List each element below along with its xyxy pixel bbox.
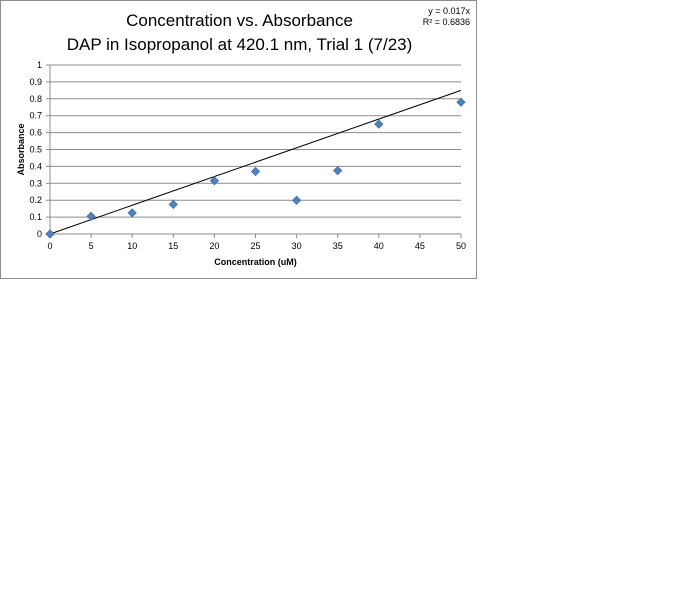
y-tick-label: 0 [37, 229, 42, 239]
data-point [291, 195, 302, 205]
x-tick-label: 5 [89, 241, 94, 251]
y-tick-label: 1 [37, 60, 42, 70]
y-tick-label: 0.8 [29, 94, 42, 104]
y-tick-label: 0.4 [29, 161, 42, 171]
x-tick-label: 40 [374, 241, 384, 251]
chart-area: Concentration vs. Absorbance DAP in Isop… [0, 0, 477, 279]
data-point [168, 199, 178, 210]
plot-svg: 00.10.20.30.40.50.60.70.80.910 5 10 15 20 25 3… [16, 60, 466, 267]
y-tick-label: 0.1 [29, 212, 42, 222]
data-point [86, 211, 96, 221]
y-tick-label: 0.5 [29, 145, 42, 155]
trendline-label: y = 0.017x R² = 0.6836 [423, 6, 470, 28]
data-point [209, 176, 220, 186]
x-tick-label: 30 [292, 241, 302, 251]
trendline [49, 89, 462, 235]
y-tick-label: 0.9 [29, 77, 42, 87]
x-axis-title: Concentration (uM) [214, 257, 297, 267]
chart-title: Concentration vs. Absorbance [126, 11, 353, 30]
chart-subtitle: DAP in Isopropanol at 420.1 nm, Trial 1 … [66, 35, 413, 54]
data-point [374, 119, 384, 129]
x-tick-label: 35 [333, 241, 343, 251]
data-point [45, 229, 55, 239]
x-tick-label: 25 [250, 241, 260, 251]
y-tick-label: 0.7 [29, 111, 42, 121]
x-tick-label: 45 [415, 241, 425, 251]
data-point [127, 208, 137, 218]
y-axis-title: Absorbance [16, 123, 26, 175]
trendline-equation: y = 0.017x [428, 6, 470, 16]
x-tick-label: 50 [456, 241, 466, 251]
data-point [456, 97, 466, 107]
y-tick-label: 0.6 [29, 128, 42, 138]
y-tick-label: 0.3 [29, 178, 42, 188]
trendline-r-squared: R² = 0.6836 [422, 17, 470, 27]
data-point [250, 166, 261, 177]
x-tick-label: 20 [209, 241, 219, 251]
y-tick-label: 0.2 [29, 195, 42, 205]
x-tick-label: 10 [127, 241, 137, 251]
data-point [333, 166, 343, 176]
x-tick-label: 0 [47, 241, 52, 251]
x-tick-label: 15 [168, 241, 178, 251]
